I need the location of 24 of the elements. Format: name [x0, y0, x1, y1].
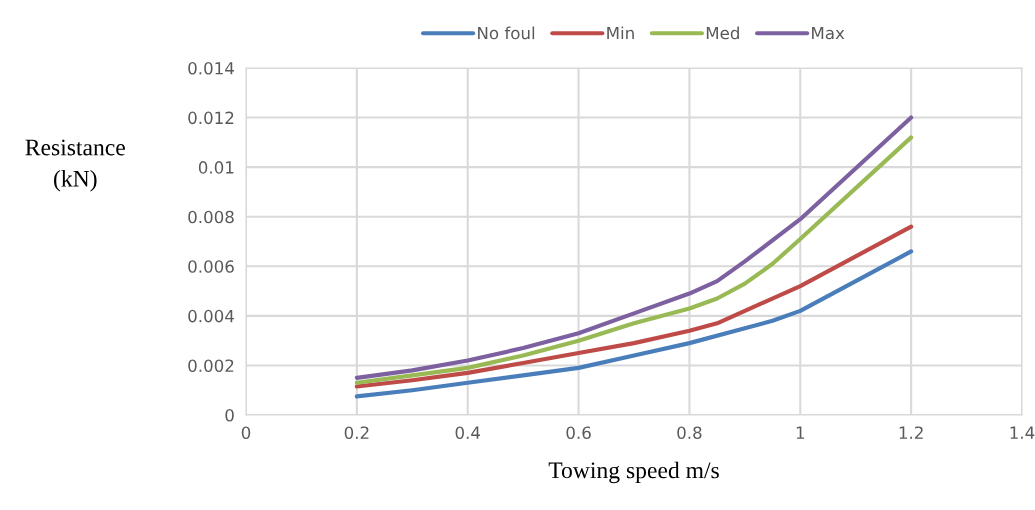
x-tick-label: 1 — [796, 426, 805, 439]
x-tick-label: 1.4 — [1010, 426, 1035, 439]
y-tick-label: 0.008 — [188, 210, 234, 224]
y-tick-label: 0.002 — [188, 359, 234, 372]
x-tick-label: 0.4 — [455, 426, 481, 440]
y-tick-label: 0.012 — [188, 111, 234, 125]
y-tick-label: 0.014 — [188, 61, 234, 75]
legend-label: Min — [607, 26, 634, 40]
x-tick-label: 0.8 — [677, 426, 702, 440]
y-tick-label: 0.004 — [188, 309, 234, 323]
legend-label: No foul — [478, 26, 535, 40]
legend-label: Med — [706, 26, 739, 40]
x-tick-label: 1.2 — [899, 426, 923, 439]
x-tick-label: 0.2 — [344, 426, 369, 440]
legend-label: Max — [812, 26, 845, 40]
x-axis-title: Towing speed m/s — [548, 461, 719, 484]
y-tick-label: 0.006 — [188, 260, 234, 273]
x-tick-label: 0.6 — [566, 426, 591, 440]
line-series — [354, 224, 914, 389]
line-series — [354, 249, 914, 399]
x-tick-label: 0 — [241, 426, 251, 440]
y-tick-label: 0 — [225, 408, 234, 422]
y-axis-title: Resistance (kN) — [25, 139, 125, 192]
y-tick-label: 0.01 — [198, 161, 234, 174]
